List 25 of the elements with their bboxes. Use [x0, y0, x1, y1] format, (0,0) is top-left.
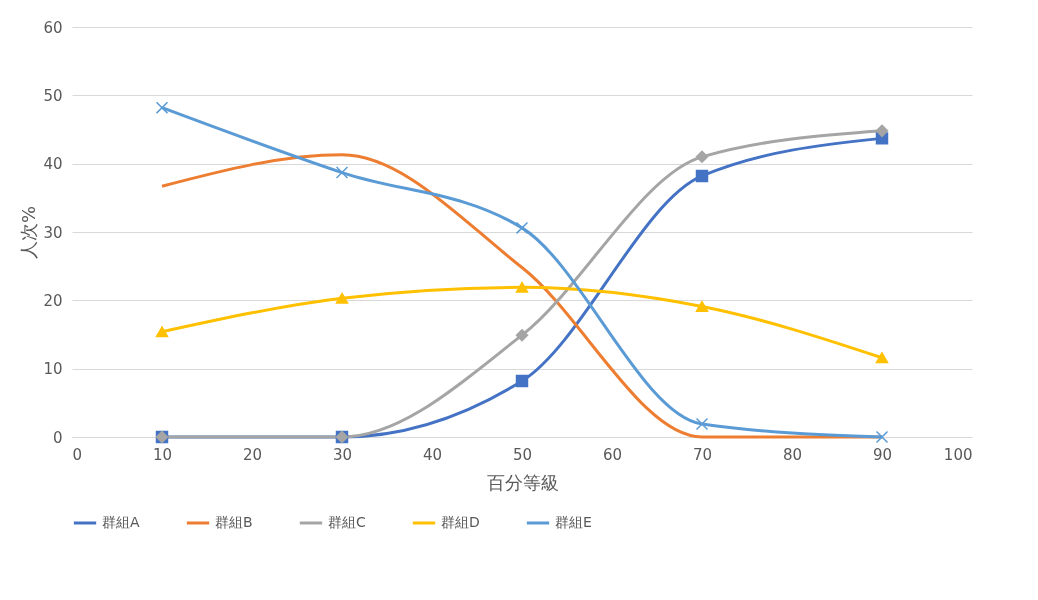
x-axis-title: 百分等級 — [486, 471, 559, 493]
y-tick-label: 10 — [43, 360, 63, 379]
x-tick-label: 20 — [242, 445, 263, 464]
y-axis-title: 人次% — [18, 205, 40, 260]
x-tick-label: 100 — [943, 445, 973, 464]
y-tick-label: 30 — [43, 223, 63, 242]
x-tick-label: 70 — [692, 445, 713, 464]
x-tick-label: 80 — [782, 445, 803, 464]
x-tick-label: 90 — [872, 445, 893, 464]
x-tick-label: 50 — [512, 445, 533, 464]
x-tick-label: 60 — [602, 445, 623, 464]
legend-label: 群組B — [215, 514, 253, 530]
x-tick-label: 0 — [72, 445, 83, 464]
y-tick-label: 20 — [43, 291, 63, 310]
y-tick-label: 60 — [43, 18, 63, 37]
legend-label: 群組E — [555, 514, 592, 530]
x-tick-label: 40 — [422, 445, 443, 464]
legend-label: 群組D — [441, 514, 480, 530]
x-tick-label: 30 — [332, 445, 353, 464]
x-tick-label: 10 — [152, 445, 173, 464]
legend-label: 群組C — [328, 514, 366, 530]
legend-label: 群組A — [102, 514, 140, 530]
y-tick-label: 0 — [52, 428, 63, 447]
y-tick-label: 50 — [43, 86, 63, 105]
y-tick-label: 40 — [43, 155, 63, 174]
